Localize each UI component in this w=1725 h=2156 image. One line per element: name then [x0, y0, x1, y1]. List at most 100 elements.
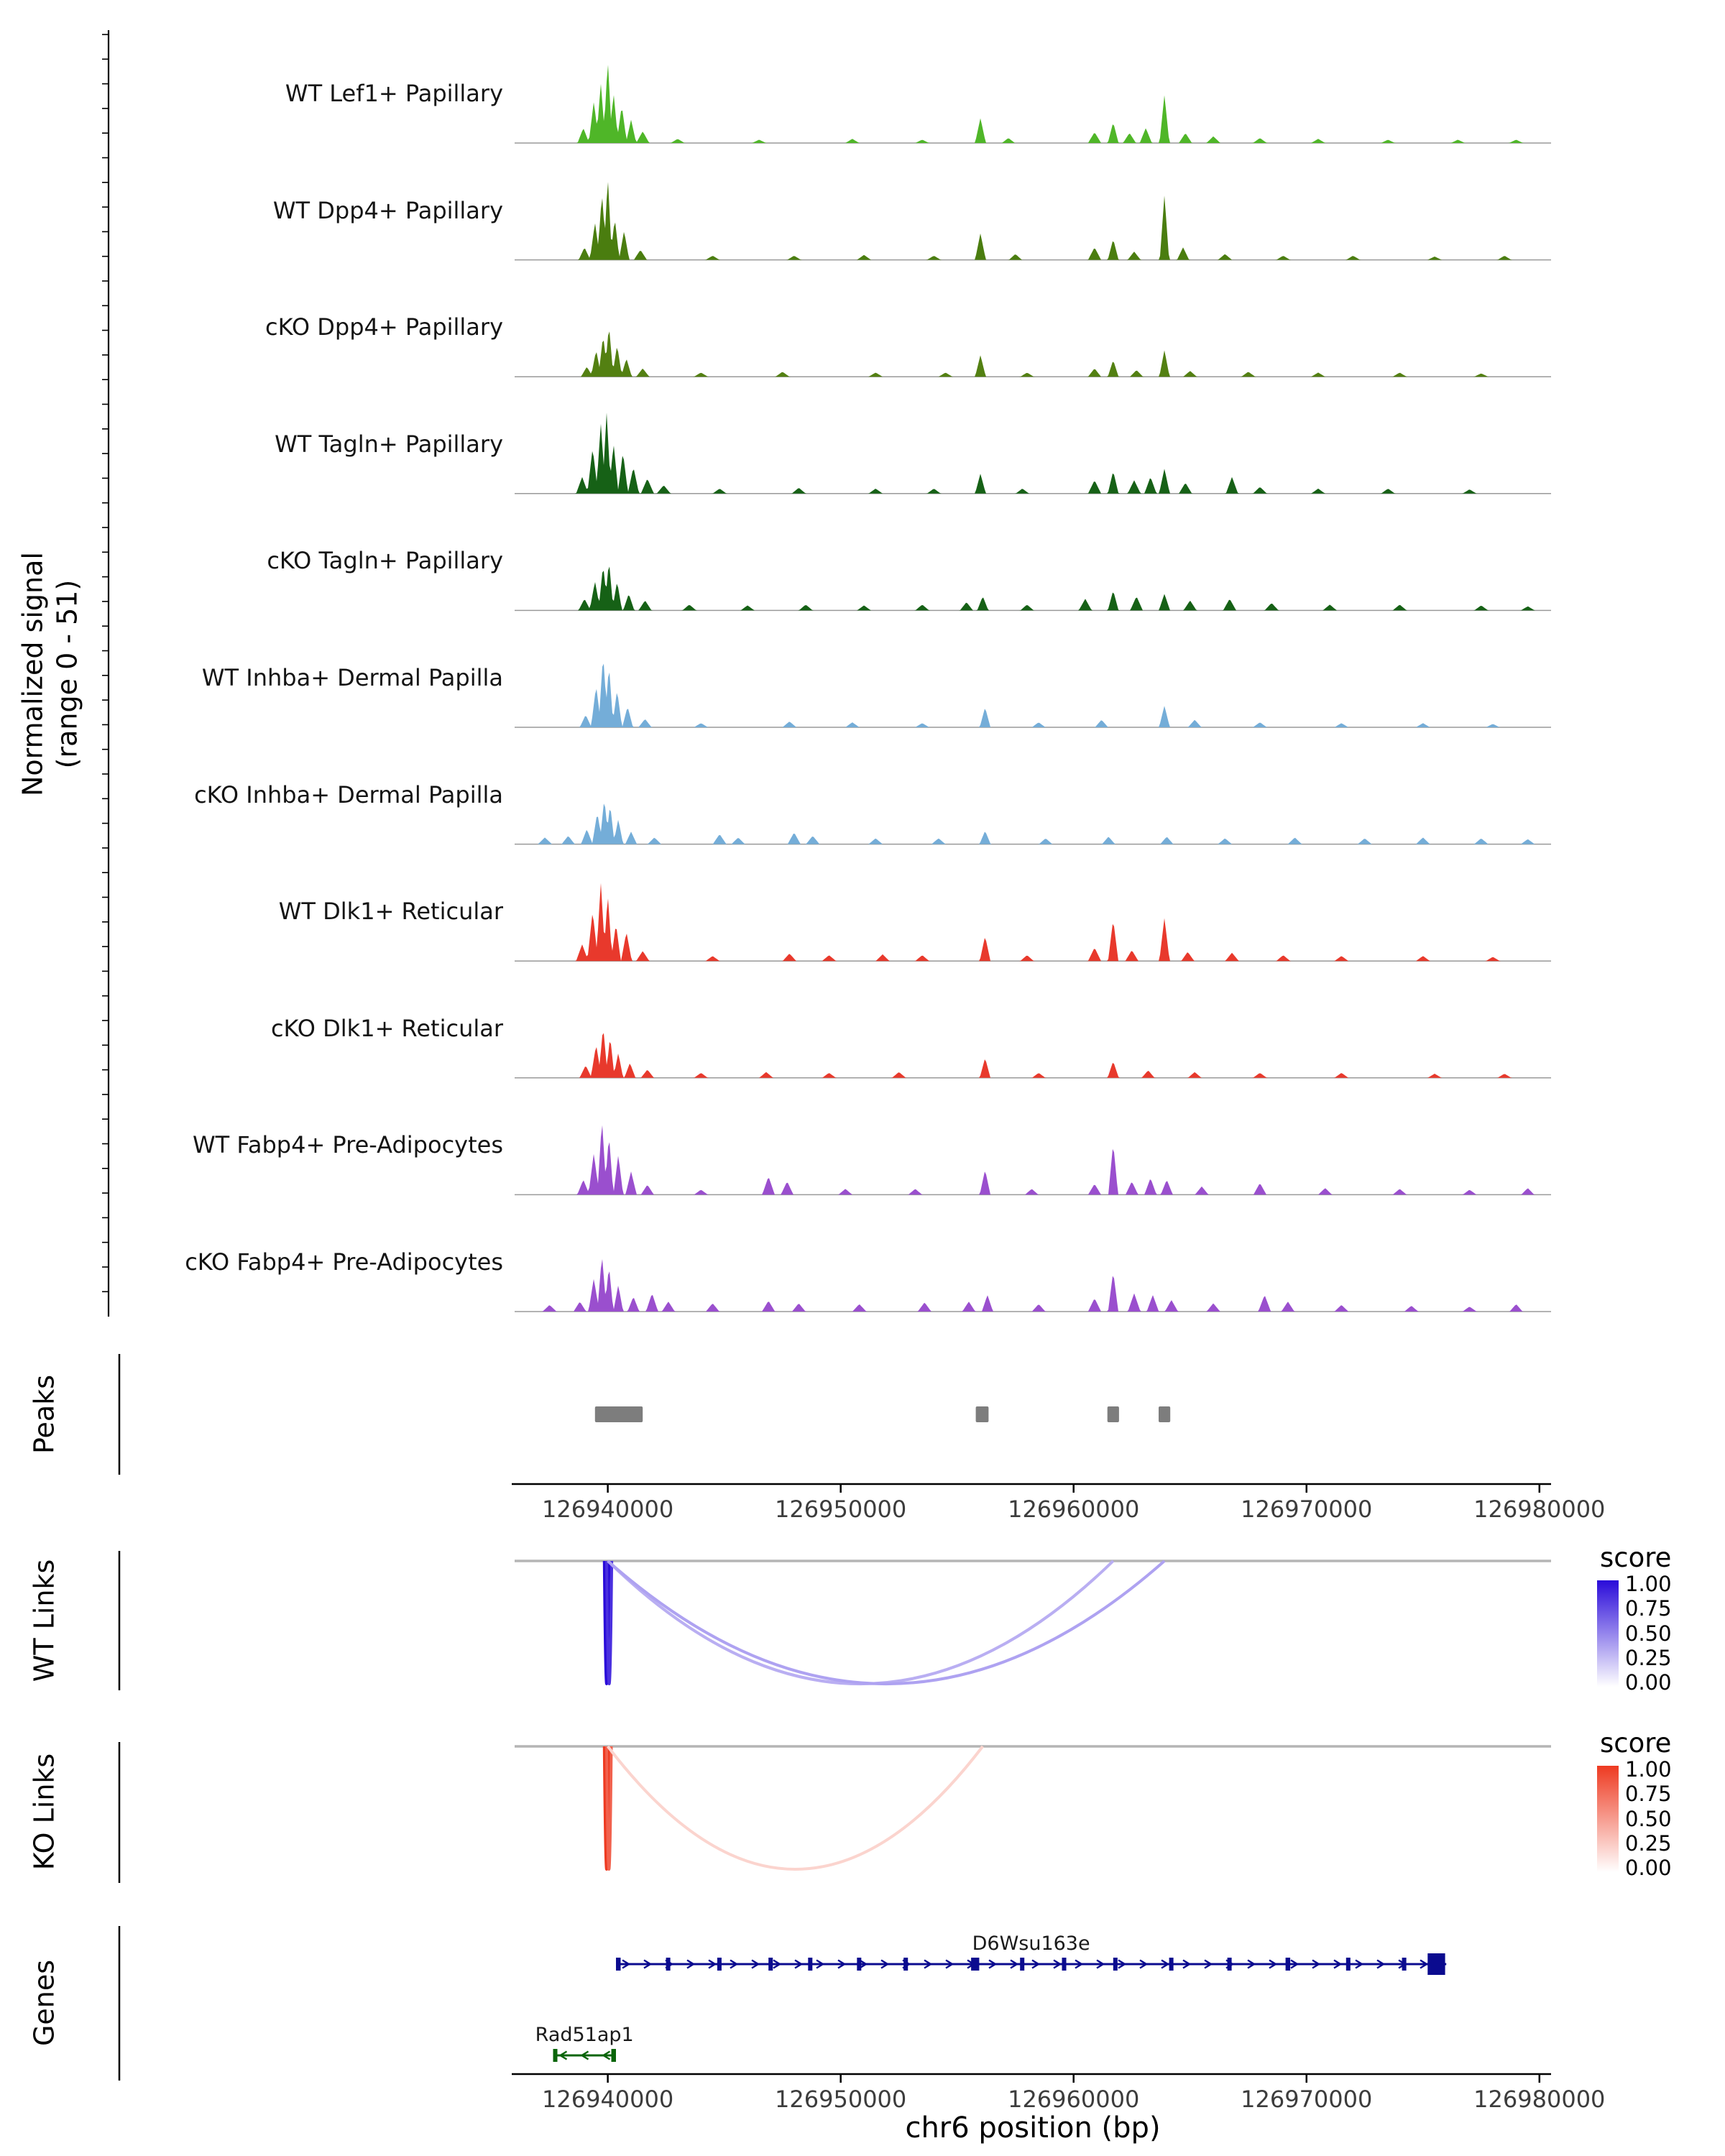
x-tick-label: 126970000 [1241, 2086, 1372, 2113]
strand-arrow [602, 2050, 611, 2060]
strand-arrow [988, 1959, 998, 1969]
track-label: WT Inhba+ Dermal Papilla [201, 664, 503, 691]
track-label: WT Fabp4+ Pre-Adipocytes [193, 1131, 503, 1159]
peak-region [1159, 1406, 1171, 1422]
gene-exon [903, 1958, 908, 1971]
signal-area [515, 883, 1551, 962]
x-axis: 126940000 126950000 126960000 126970000 1269… [512, 1483, 1605, 1523]
gene-exon [553, 2049, 558, 2062]
gene-D6Wsu163e: D6Wsu163e [616, 1932, 1447, 1975]
gene-exon [1227, 1958, 1232, 1971]
x-tick-label: 126960000 [1008, 2086, 1139, 2113]
x-tick-label: 126940000 [542, 1496, 673, 1523]
peaks-track [594, 1406, 1171, 1422]
signal-tracks [515, 65, 1551, 1312]
score-legend-title: score [1600, 1728, 1672, 1759]
link-arc [607, 1745, 984, 1871]
strand-arrow [1290, 1959, 1300, 1969]
track-label: cKO Fabp4+ Pre-Adipocytes [185, 1248, 503, 1276]
ko-score-gradient-bar [1597, 1766, 1619, 1872]
signal-area [515, 182, 1551, 260]
track-label: WT Dlk1+ Reticular [278, 898, 503, 926]
gene-exon [1020, 1958, 1025, 1971]
score-tick: 0.25 [1625, 1830, 1672, 1856]
signal-area [515, 1259, 1551, 1312]
ko-score-tick-labels: 1.00 0.75 0.50 0.25 0.00 [1625, 1759, 1672, 1879]
ko-score-legend: score 1.00 0.75 0.50 0.25 0.00 [1597, 1728, 1725, 1879]
strand-arrow [751, 1959, 760, 1969]
wt-score-gradient-bar [1597, 1580, 1619, 1687]
strand-arrow [924, 1959, 933, 1969]
strand-arrow [1312, 1959, 1321, 1969]
gene-exon [1427, 1953, 1445, 1975]
strand-arrow [1031, 1959, 1041, 1969]
strand-arrow [1139, 1959, 1149, 1969]
strand-arrow [859, 1959, 868, 1969]
strand-arrow [730, 1959, 739, 1969]
signal-area [515, 566, 1551, 611]
peaks-section-label: Peaks [28, 1374, 60, 1455]
signal-area [515, 331, 1551, 377]
genes-section-label: Genes [28, 1959, 60, 2047]
signal-y-ruler [102, 30, 110, 1317]
wt-links-track [515, 1560, 1551, 1685]
x-tick-label: 126960000 [1008, 1496, 1139, 1523]
strand-arrow [794, 1959, 804, 1969]
gene-exon [1169, 1958, 1174, 1971]
gene-exon [1346, 1958, 1351, 1971]
strand-arrow [1118, 1959, 1127, 1969]
score-tick: 0.50 [1625, 1806, 1672, 1831]
score-tick: 0.00 [1625, 1856, 1672, 1880]
strand-arrow [1420, 1959, 1429, 1969]
gene-exon [1062, 1958, 1067, 1971]
signal-area [515, 1125, 1551, 1195]
strand-arrow [1376, 1959, 1386, 1969]
score-tick: 0.25 [1625, 1645, 1672, 1670]
strand-arrow [643, 1959, 653, 1969]
strand-arrow [1053, 1959, 1062, 1969]
signal-axis-label: Normalized signal (range 0 - 51) [17, 552, 85, 796]
signal-area [515, 663, 1551, 727]
x-tick-label: 126980000 [1473, 1496, 1605, 1523]
x-tick-label: 126980000 [1473, 2086, 1605, 2113]
track-label: cKO Dlk1+ Reticular [270, 1014, 503, 1042]
signal-area [515, 803, 1551, 844]
gene-exon [666, 1958, 671, 1971]
strand-arrow [1075, 1959, 1084, 1969]
track-label: WT Tagln+ Papillary [275, 430, 503, 458]
track-label: cKO Tagln+ Papillary [267, 547, 503, 575]
link-arc [607, 1560, 1166, 1685]
strand-arrow [1247, 1959, 1256, 1969]
link-arc [607, 1560, 1115, 1685]
gene-exon [1402, 1958, 1407, 1971]
ko-links-track [515, 1745, 1551, 1871]
signal-area [515, 413, 1551, 494]
strand-arrow [1333, 1959, 1343, 1969]
strand-arrow [773, 1959, 782, 1969]
score-tick: 0.00 [1625, 1670, 1672, 1695]
gene-exon [611, 2049, 616, 2062]
gene-exon [808, 1958, 813, 1971]
link-arc [605, 1560, 614, 1685]
gene-name-label: D6Wsu163e [972, 1932, 1090, 1955]
gene-exon [857, 1958, 862, 1971]
strand-arrow [945, 1959, 954, 1969]
strand-arrow [880, 1959, 890, 1969]
signal-axis-label-line2: (range 0 - 51) [51, 579, 83, 769]
track-label: WT Dpp4+ Papillary [272, 196, 503, 224]
ko-links-section-label: KO Links [28, 1753, 60, 1871]
strand-arrow [1204, 1959, 1213, 1969]
signal-area [515, 65, 1551, 143]
gene-exon [971, 1958, 980, 1971]
wt-score-tick-labels: 1.00 0.75 0.50 0.25 0.00 [1625, 1574, 1672, 1693]
gene-exon [1113, 1958, 1118, 1971]
strand-arrow [1010, 1959, 1019, 1969]
track-label: WT Lef1+ Papillary [285, 80, 503, 107]
score-tick: 0.50 [1625, 1621, 1672, 1646]
gene-exon [717, 1958, 722, 1971]
score-legend-title: score [1600, 1542, 1672, 1573]
x-tick-label: 126950000 [775, 1496, 906, 1523]
gene-exon [616, 1958, 621, 1971]
strand-arrow [1269, 1959, 1278, 1969]
